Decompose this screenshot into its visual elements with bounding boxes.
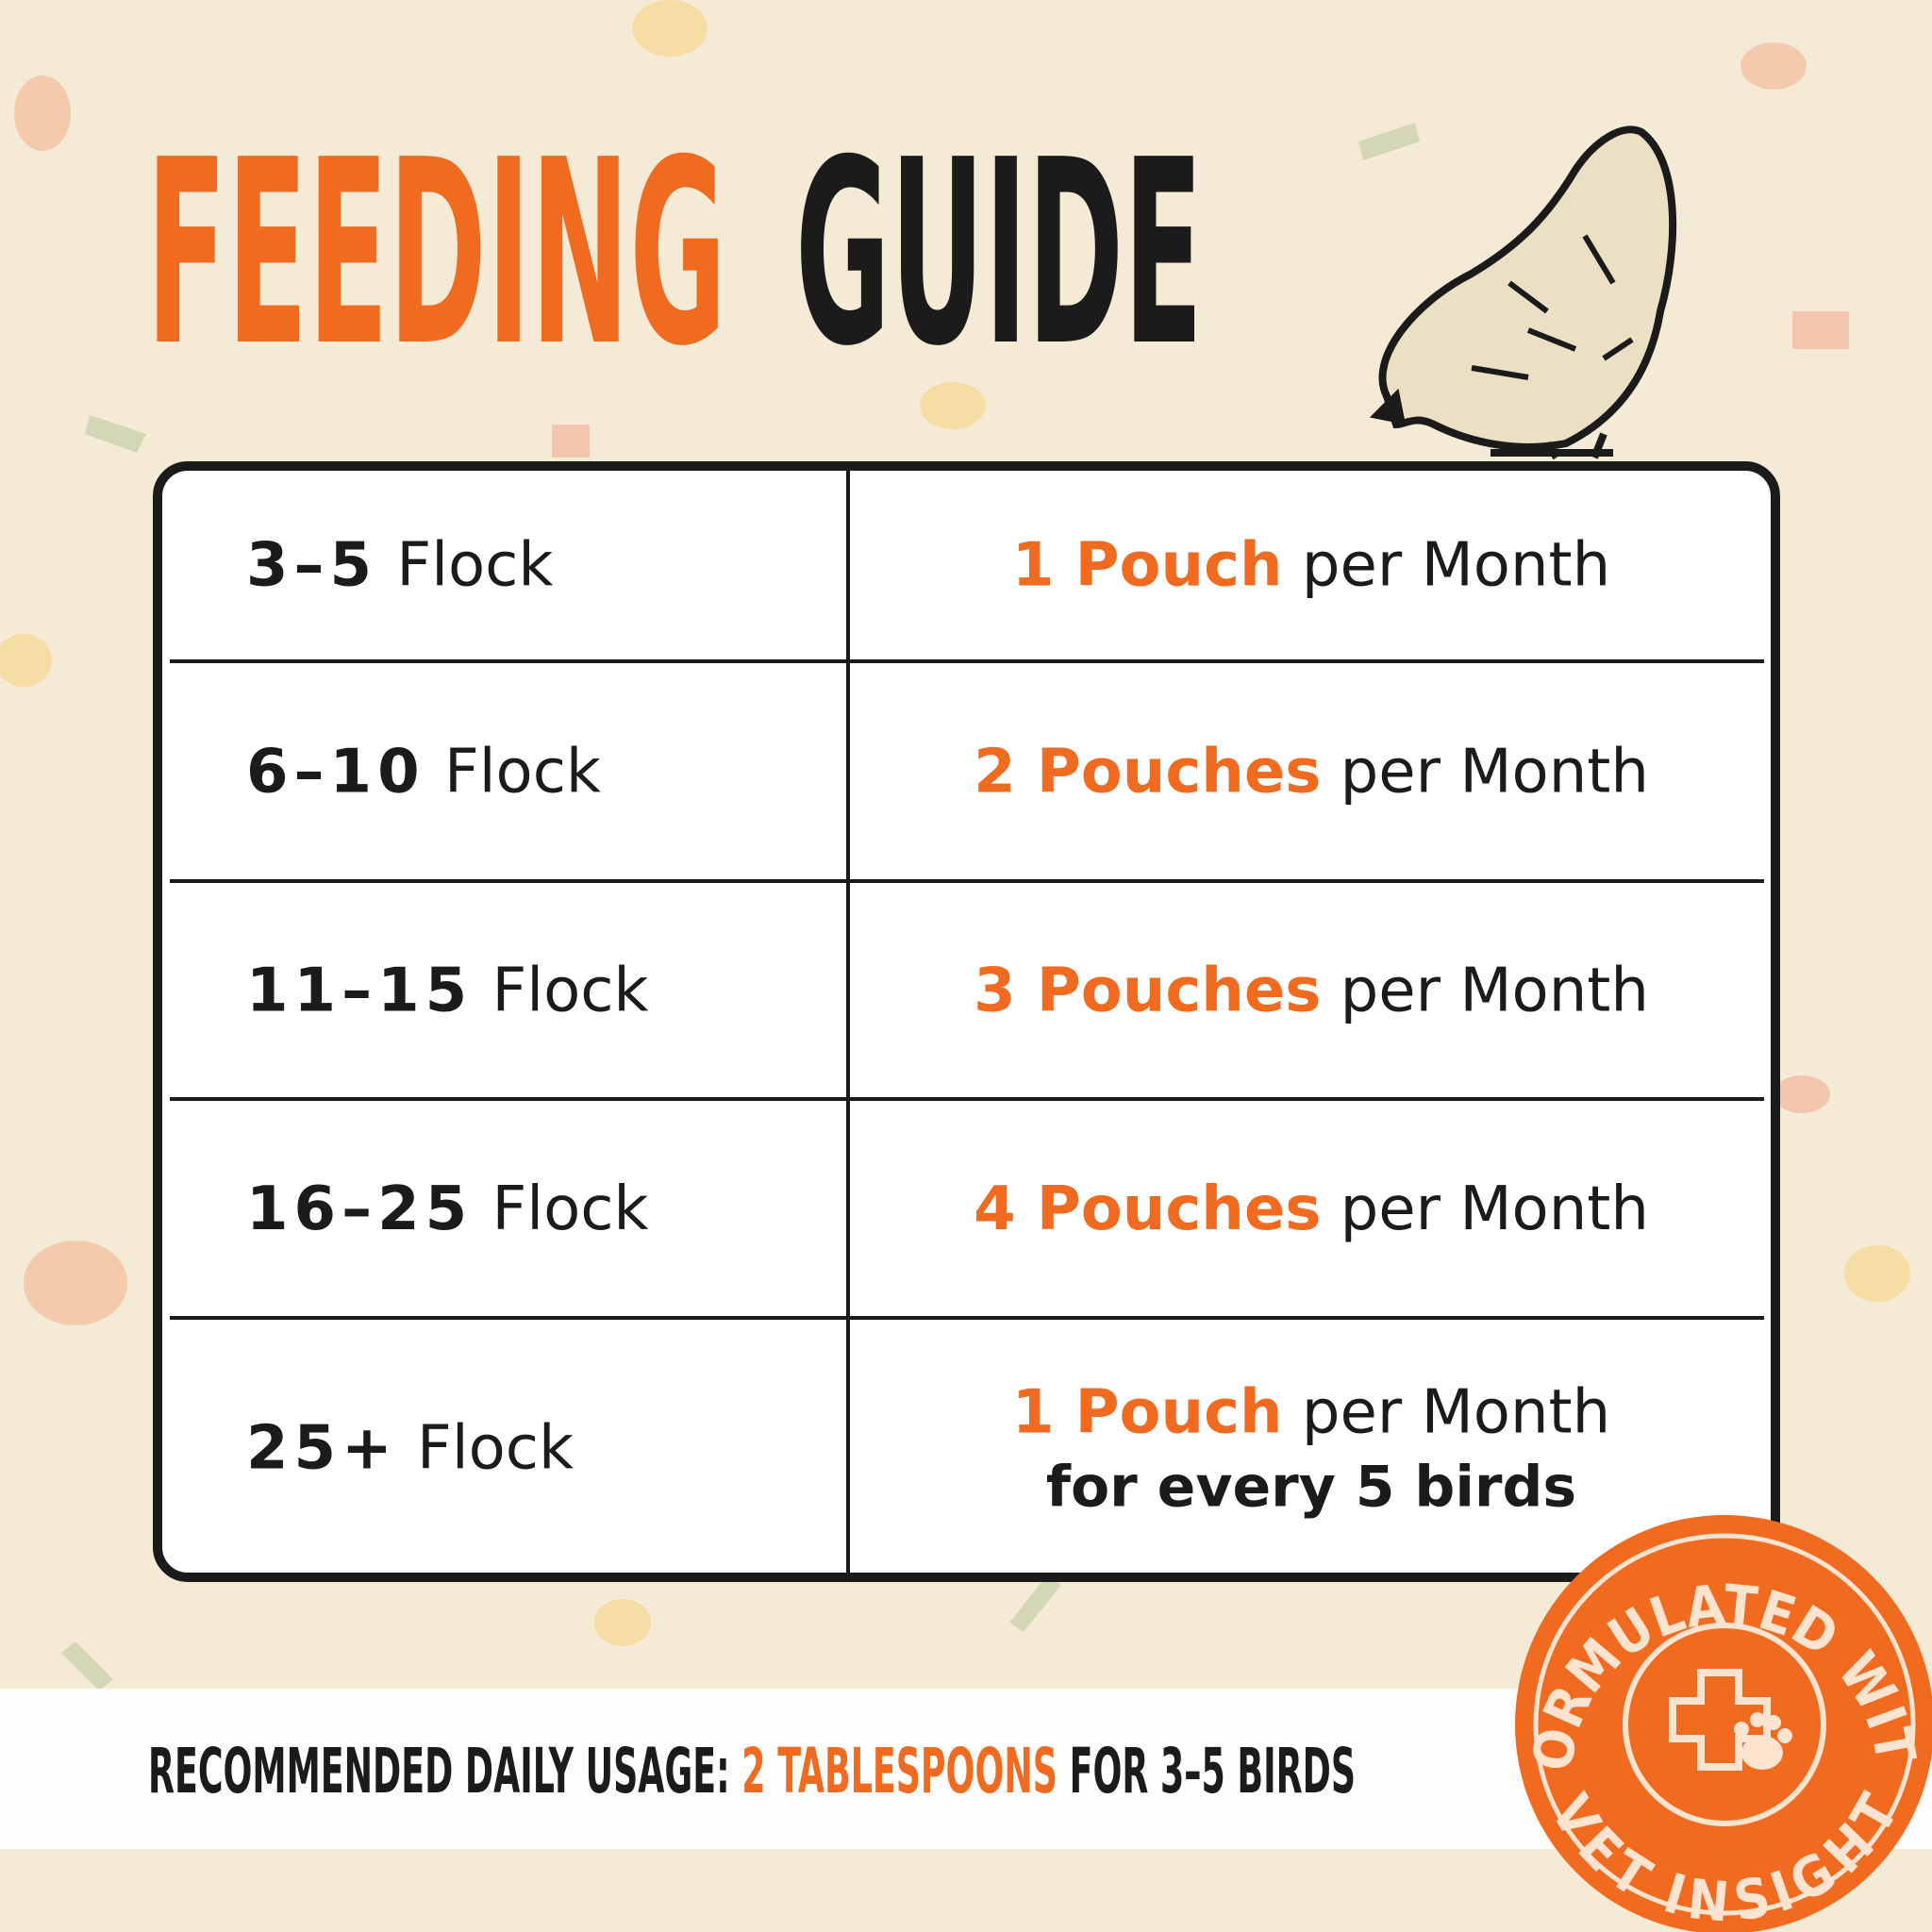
rate: per Month [1302,531,1610,601]
amount: 3 Pouches [974,957,1321,1026]
footer-text: RECOMMENDED DAILY USAGE: 2 TABLESPOONS F… [148,1735,1356,1807]
amount: 4 Pouches [974,1174,1321,1244]
rate: per Month [1341,1174,1649,1244]
amount-cell: 1 Pouch per Month [1012,1378,1610,1448]
confetti [0,0,1910,1690]
footer-label: RECOMMENDED DAILY USAGE: [148,1735,730,1807]
rate: per Month [1302,1378,1610,1448]
hen-illustration [1369,125,1677,460]
flock-cell: 16–25 Flock [246,1174,648,1244]
amount-cell: 2 Pouches per Month [974,738,1649,808]
flock-cell: 25+ Flock [246,1414,574,1484]
flock-range: 3–5 [246,531,377,601]
title-main: GUIDE [795,105,1203,402]
flock-cell: 3–5 Flock [246,531,553,601]
flock-range: 16–25 [246,1174,473,1244]
flock-range: 25+ [246,1414,398,1484]
rate: per Month [1341,957,1649,1026]
flock-unit: Flock [396,531,553,601]
badge: FORMULATED WITH VET INSIGHT [1515,1515,1932,1932]
flock-unit: Flock [491,957,648,1026]
amount: 2 Pouches [974,738,1321,808]
flock-cell: 11–15 Flock [246,957,648,1026]
table-body: 3–5 Flock 1 Pouch per Month 6–10 Flock 2 Po… [170,531,1764,1521]
flock-cell: 6–10 Flock [246,738,601,808]
flock-unit: Flock [417,1414,574,1484]
amount: 1 Pouch [1012,531,1283,601]
rate: per Month [1341,738,1649,808]
amount-cell: 3 Pouches per Month [974,957,1649,1026]
flock-unit: Flock [444,738,601,808]
table-frame [153,461,1780,1582]
amount-cell: 1 Pouch per Month [1012,531,1610,601]
title-accent: FEEDING [146,105,726,402]
footer-target: FOR 3–5 BIRDS [1070,1735,1356,1807]
flock-range: 11–15 [246,957,473,1026]
amount: 1 Pouch [1012,1378,1283,1448]
amount-note: for every 5 birds [1046,1455,1576,1521]
amount-cell: 4 Pouches per Month [974,1174,1649,1244]
flock-range: 6–10 [246,738,425,808]
flock-unit: Flock [491,1174,648,1244]
footer-dose: 2 TABLESPOONS [741,1735,1058,1807]
